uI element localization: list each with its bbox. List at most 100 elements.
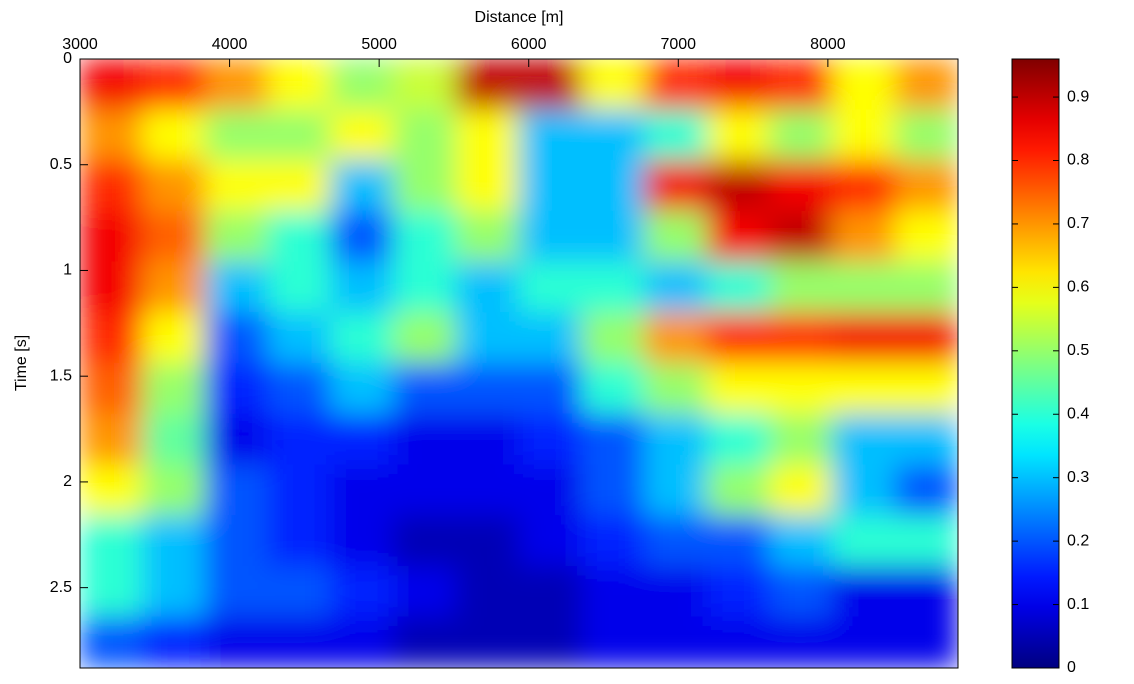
heatmap-cell [330,363,394,415]
x-axis-label: Distance [m] [475,9,564,26]
heatmap-cell [707,465,771,517]
y-axis-label: Time [s] [13,335,30,391]
heatmap-cell [330,414,394,466]
heatmap-cell [268,617,332,669]
heatmap-cell [80,59,144,111]
heatmap-cell [393,109,457,161]
heatmap-cell [895,515,959,567]
heatmap-cell [519,109,583,161]
heatmap-cell [644,312,708,364]
heatmap-cell [519,414,583,466]
heatmap-cell [268,59,332,111]
heatmap-cell [268,465,332,517]
heatmap-cell [142,109,206,161]
heatmap-cell [80,617,144,669]
heatmap-cell [644,109,708,161]
heatmap-cell [707,262,771,314]
heatmap-cell [832,211,896,263]
heatmap-cell [769,211,833,263]
heatmap-cell [895,160,959,212]
heatmap-cell [644,59,708,111]
heatmap-cell [456,312,520,364]
heatmap-cell [205,211,269,263]
heatmap-cell [330,109,394,161]
heatmap-cell [895,363,959,415]
heatmap-cell [707,363,771,415]
heatmap-cell [895,262,959,314]
heatmap-cell [393,515,457,567]
colorbar-tick-label: 0.4 [1067,405,1089,422]
heatmap-cell [581,465,645,517]
heatmap-cell [519,211,583,263]
heatmap-cell [80,211,144,263]
heatmap-cell [456,160,520,212]
heatmap-cell [330,59,394,111]
heatmap-cell [393,566,457,618]
heatmap-cell [393,211,457,263]
heatmap-cell [456,262,520,314]
heatmap-cell [769,515,833,567]
heatmap-cell [895,59,959,111]
heatmap-cell [832,566,896,618]
heatmap-cell [205,363,269,415]
heatmap-cell [581,59,645,111]
heatmap-cell [707,414,771,466]
heatmap-cell [456,414,520,466]
heatmap-cell [142,160,206,212]
heatmap-cell [519,566,583,618]
heatmap [80,59,959,669]
chart: Distance [m] Time [s] 300040005000600070… [0,0,1134,679]
heatmap-cell [644,414,708,466]
heatmap-cell [895,312,959,364]
heatmap-cell [581,160,645,212]
heatmap-cell [832,414,896,466]
heatmap-cell [769,59,833,111]
heatmap-cell [456,515,520,567]
heatmap-cell [832,465,896,517]
heatmap-cell [456,617,520,669]
colorbar-tick-label: 0.5 [1067,342,1089,359]
heatmap-cell [142,363,206,415]
heatmap-cell [142,566,206,618]
heatmap-cell [707,59,771,111]
heatmap-cell [205,414,269,466]
heatmap-cell [268,414,332,466]
heatmap-cell [769,414,833,466]
heatmap-cell [80,363,144,415]
heatmap-cell [393,160,457,212]
heatmap-cell [268,363,332,415]
heatmap-cell [832,160,896,212]
heatmap-cell [393,59,457,111]
heatmap-cell [644,262,708,314]
heatmap-cell [142,211,206,263]
colorbar-tick-label: 0.3 [1067,469,1089,486]
colorbar-tick-label: 0.8 [1067,152,1089,169]
heatmap-cell [519,363,583,415]
heatmap-cell [456,211,520,263]
heatmap-cell [80,515,144,567]
heatmap-cell [330,312,394,364]
heatmap-cell [393,617,457,669]
heatmap-cell [268,160,332,212]
heatmap-cell [456,566,520,618]
heatmap-cell [769,465,833,517]
heatmap-cell [330,566,394,618]
heatmap-cell [330,515,394,567]
heatmap-cell [330,617,394,669]
y-tick-label: 0 [63,50,72,67]
heatmap-cell [330,160,394,212]
heatmap-cell [519,312,583,364]
heatmap-cell [205,465,269,517]
heatmap-cell [142,59,206,111]
heatmap-cell [456,59,520,111]
heatmap-cell [581,262,645,314]
heatmap-cell [644,160,708,212]
heatmap-cell [456,465,520,517]
heatmap-cell [581,515,645,567]
heatmap-cell [832,363,896,415]
heatmap-cell [644,363,708,415]
heatmap-cell [268,515,332,567]
colorbar-tick-label: 0.1 [1067,596,1089,613]
heatmap-cell [205,160,269,212]
heatmap-cell [707,617,771,669]
